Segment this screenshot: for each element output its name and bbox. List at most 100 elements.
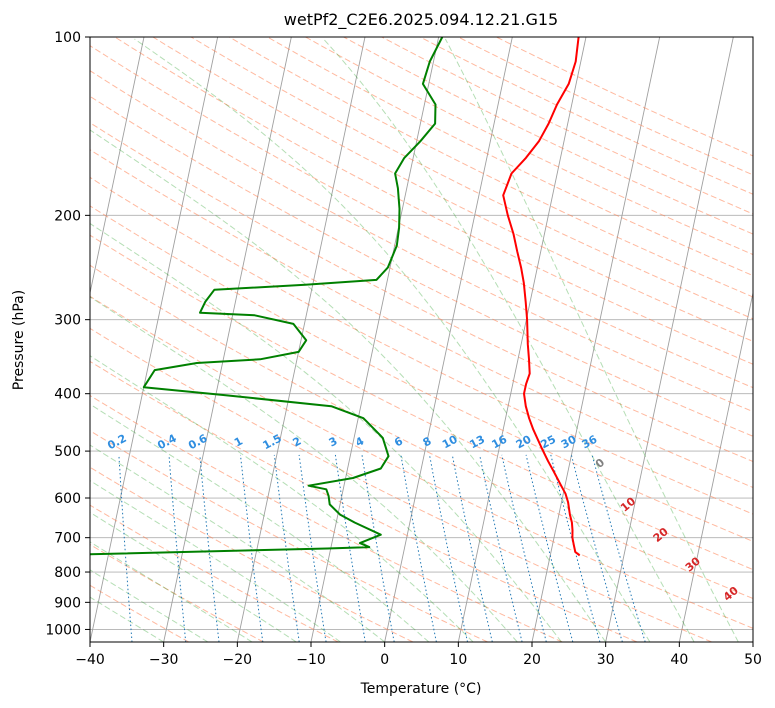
x-tick-label: 30 [597,652,615,668]
dewpoint-line [90,37,444,556]
x-tick-label: 40 [670,652,688,668]
y-tick-label: 700 [54,531,81,547]
dry-adiabat [90,149,753,489]
isotherm--10 [310,37,440,642]
mixing-ratio-label: 16 [490,433,510,452]
mixing-ratio-line [429,454,468,642]
isotherm-10 [457,37,587,642]
y-tick-label: 100 [54,30,81,46]
y-tick-label: 200 [54,208,81,224]
axis-ticks: −40 −30 −20 −10 0 10 20 30 40 5010020030040050060… [45,30,762,668]
moist-adiabat-label: 30 [683,554,703,574]
x-tick-label: 10 [449,652,467,668]
plot-frame [89,36,754,643]
mixing-ratio-label: 13 [467,433,487,452]
dry-adiabat [90,584,190,642]
moist-adiabat-label: 20 [651,525,671,545]
dry-adiabat [190,37,753,320]
isotherm--30 [163,37,292,642]
moist-adiabat [90,403,430,642]
isotherm--20 [236,37,366,642]
dry-adiabat [152,37,753,342]
x-axis-label: Temperature (°C) [360,681,482,697]
mixing-ratio-label: 25 [538,433,558,452]
mixing-ratio-label: 36 [580,433,600,452]
mixing-ratio-line [240,454,264,642]
dry-adiabat [90,95,753,437]
dry-adiabat [228,37,753,298]
mixing-ratio-line [479,454,523,642]
moist-adiabat [90,511,297,642]
y-tick-label: 600 [54,491,81,507]
moist-adiabat [90,479,341,642]
y-tick-label: 900 [54,595,81,611]
isotherm-30 [605,37,734,642]
isotherm--50 [90,37,145,296]
mixing-ratio-line [72,455,82,642]
mixing-ratio-line [591,454,646,642]
dry-adiabat [90,70,753,413]
mixing-ratio-label: 30 [559,433,579,452]
series-layer [90,37,581,557]
moist-adiabat [134,38,651,642]
mixing-ratio-line [199,454,220,642]
moist-adiabat [323,38,695,642]
dry-adiabat [267,37,753,277]
dry-adiabat [90,466,414,642]
mixing-ratio-line [273,454,300,642]
mixing-ratio-label: 10 [440,433,460,452]
x-tick-label: 0 [380,652,389,668]
mixing-ratio-label: 1.5 [261,432,284,453]
dry-adiabat [90,430,488,642]
moist-adiabat-label: 10 [618,494,638,514]
mixing-ratio-label: 4 [353,434,366,449]
x-tick-label: −20 [223,652,253,668]
dry-adiabat [90,264,753,600]
dry-adiabat [343,37,753,235]
mixing-ratio-line [451,454,493,642]
dry-adiabat [90,394,563,642]
mixing-ratio-label: 8 [421,434,434,449]
isotherm-20 [531,37,661,642]
dry-adiabat [90,205,753,542]
dry-adiabat [90,122,753,463]
dry-adiabat [496,37,753,157]
mixing-ratio-label: 0.2 [105,432,128,453]
moist-adiabat [90,444,386,642]
mixing-ratio-line [168,454,187,642]
dry-adiabat [305,37,753,256]
mixing-ratio-label: 0.4 [155,432,179,453]
mixing-ratio-label: 1 [232,434,245,449]
mixing-ratio-label: 3 [327,434,340,449]
background-lines [72,37,753,642]
dry-adiabat [90,504,339,642]
dry-adiabat [90,234,753,571]
y-tick-label: 800 [54,565,81,581]
dry-adiabat [457,37,753,176]
x-tick-label: −10 [296,652,326,668]
mixing-ratio-line [118,454,133,642]
isotherm-50 [752,639,753,642]
mixing-ratio-line [501,454,547,642]
line-labels: 0.10.20.40.611.52346810131620253036-100-… [105,432,741,604]
dry-adiabat [90,295,753,629]
y-tick-label: 1000 [45,622,81,638]
mixing-ratio-line [525,454,574,642]
y-axis-label: Pressure (hPa) [11,290,27,390]
mixing-ratio-label: 20 [514,433,534,452]
dry-adiabat [419,37,753,195]
mixing-ratio-label: 0.6 [186,432,210,453]
mixing-ratio-label: 6 [392,434,405,449]
isotherm--40 [90,37,219,642]
x-tick-label: 50 [744,652,762,668]
y-tick-label: 500 [54,444,81,460]
x-tick-label: −40 [75,652,105,668]
moist-adiabat [444,38,739,642]
mixing-ratio-line [570,454,623,642]
moist-adiabat [90,129,607,642]
dry-adiabat [90,176,753,515]
chart-title: wetPf2_C2E6.2025.094.12.21.G15 [284,10,558,30]
moist-adiabat-label: 0 [593,456,607,471]
isotherm-0 [384,37,513,642]
